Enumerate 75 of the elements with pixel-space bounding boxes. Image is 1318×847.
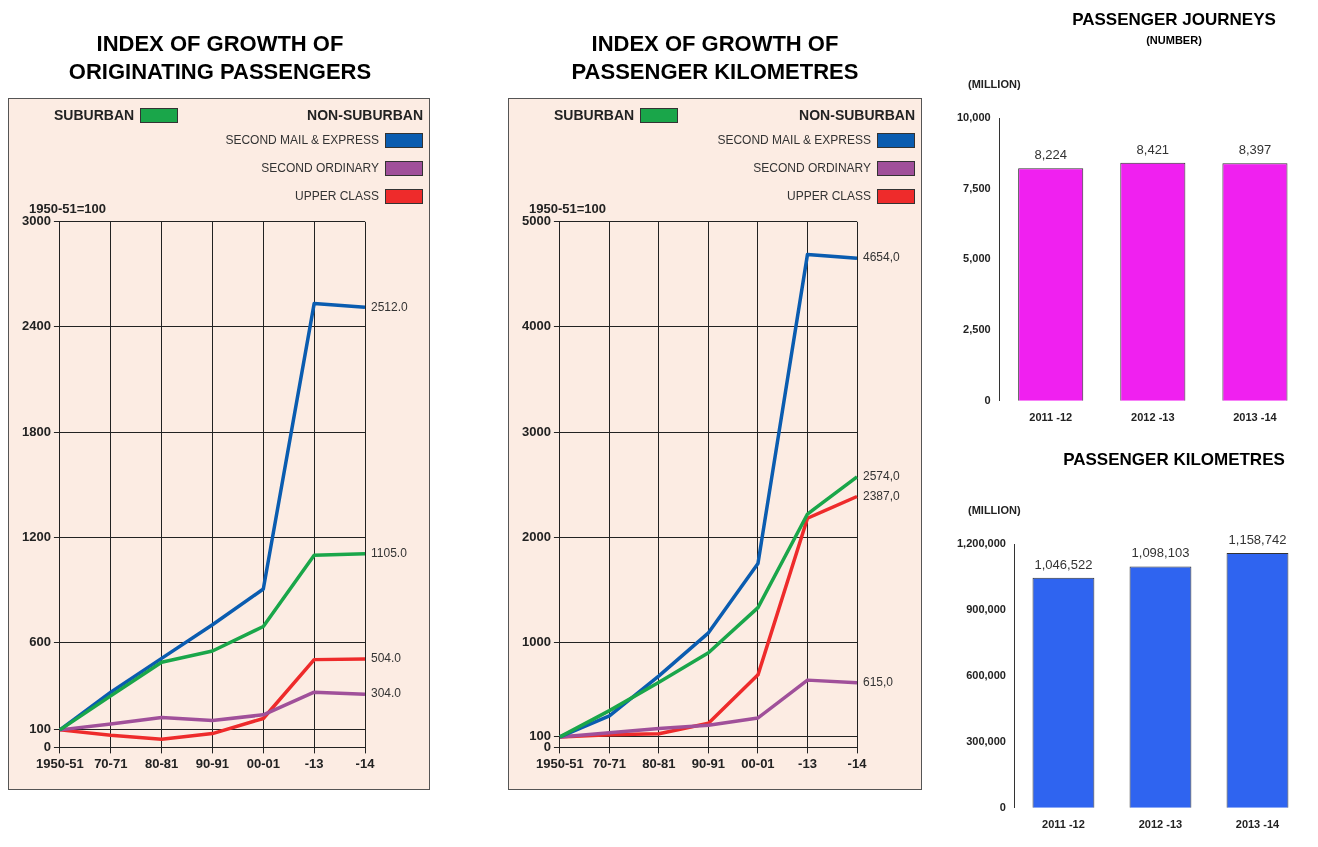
data-label: 304.0 (371, 686, 402, 701)
data-label: 8,421 (1136, 141, 1170, 157)
y-tick-label: 600 (29, 633, 51, 649)
legend-title: NON-SUBURBAN (307, 107, 423, 123)
y-tick-label: 3000 (522, 423, 551, 439)
y-tick-label: 300,000 (966, 734, 1006, 747)
chart-title: PASSENGER JOURNEYS (1071, 10, 1277, 30)
x-tick-label: -14 (355, 755, 376, 771)
chart-subtitle: (NUMBER) (1145, 34, 1203, 46)
y-tick-label: 1800 (22, 423, 51, 439)
x-tick-label: 2012 -13 (1138, 818, 1183, 831)
x-tick-label: 00-01 (246, 755, 280, 771)
y-axis-title: (MILLION) (968, 504, 1021, 516)
data-label: 615,0 (863, 675, 894, 690)
y-tick-label: 0 (43, 738, 51, 754)
y-axis-title: (MILLION) (968, 78, 1021, 90)
legend-label: SECOND ORDINARY (753, 161, 871, 175)
x-tick-label: 1950-51 (36, 755, 84, 771)
x-tick-label: 2013 -14 (1235, 818, 1281, 831)
x-tick-label: 90-91 (195, 755, 230, 771)
data-label: 2512.0 (371, 299, 409, 314)
legend-label: SECOND MAIL & EXPRESS (717, 133, 871, 147)
x-tick-label: 80-81 (642, 755, 676, 771)
y-axis-title: 1950-51=100 (529, 201, 606, 216)
y-tick-label: 1000 (522, 633, 551, 649)
x-tick-label: -13 (798, 755, 817, 771)
y-tick-label: 7,500 (963, 181, 991, 194)
y-tick-label: 2,500 (963, 323, 991, 336)
data-label: 1105.0 (371, 546, 408, 561)
data-label: 1,098,103 (1131, 545, 1190, 561)
data-label: 2574,0 (863, 469, 901, 484)
legend-label: UPPER CLASS (786, 189, 871, 203)
x-tick-label: 90-91 (691, 755, 726, 771)
legend-label: SECOND ORDINARY (261, 161, 379, 175)
y-tick-label: 3000 (22, 213, 51, 229)
y-tick-label: 900,000 (966, 602, 1006, 615)
data-label: 8,224 (1034, 147, 1067, 163)
x-tick-label: 2012 -13 (1131, 411, 1175, 424)
x-tick-label: 80-81 (144, 755, 179, 771)
x-tick-label: 00-01 (741, 755, 775, 771)
y-tick-label: 4000 (522, 318, 551, 334)
legend-label: SUBURBAN (554, 107, 635, 123)
legend-label: SUBURBAN (54, 107, 135, 123)
y-tick-label: 600,000 (966, 668, 1006, 681)
x-tick-label: 70-71 (94, 755, 128, 771)
y-axis-title: 1950-51=100 (29, 201, 106, 216)
y-tick-label: 5,000 (963, 252, 991, 265)
x-tick-label: 70-71 (592, 755, 627, 771)
legend-label: SECOND MAIL & EXPRESS (225, 133, 379, 147)
data-label: 1,046,522 (1034, 556, 1093, 572)
data-label: 2387,0 (863, 488, 901, 503)
legend-title: NON-SUBURBAN (799, 107, 915, 123)
y-tick-label: 100 (29, 721, 51, 737)
data-label: 504.0 (371, 651, 402, 666)
x-tick-label: -14 (847, 755, 868, 771)
y-tick-label: 10,000 (956, 111, 991, 124)
chart-title: INDEX OF GROWTH OF PASSENGER KILOMETRES (570, 30, 860, 86)
data-label: 8,397 (1238, 142, 1272, 158)
x-tick-label: -13 (304, 755, 324, 771)
x-tick-label: 2011 -12 (1029, 411, 1073, 424)
data-label: 1,158,742 (1228, 532, 1287, 548)
chart-title: INDEX OF GROWTH OF ORIGINATING PASSENGERS (67, 30, 373, 86)
y-tick-label: 1200 (22, 528, 51, 544)
y-tick-label: 2400 (22, 318, 51, 334)
y-tick-label: 1,200,000 (957, 537, 1006, 550)
y-tick-label: 5000 (522, 213, 551, 229)
data-label: 4654,0 (863, 250, 901, 265)
y-tick-label: 2000 (522, 528, 551, 544)
legend-label: UPPER CLASS (294, 189, 379, 203)
y-tick-label: 0 (984, 393, 991, 406)
x-tick-label: 2011 -12 (1042, 818, 1085, 831)
chart-title: PASSENGER KILOMETRES (1062, 450, 1286, 470)
y-tick-label: 0 (999, 800, 1006, 813)
x-tick-label: 2013 -14 (1233, 411, 1278, 424)
x-tick-label: 1950-51 (536, 755, 584, 771)
